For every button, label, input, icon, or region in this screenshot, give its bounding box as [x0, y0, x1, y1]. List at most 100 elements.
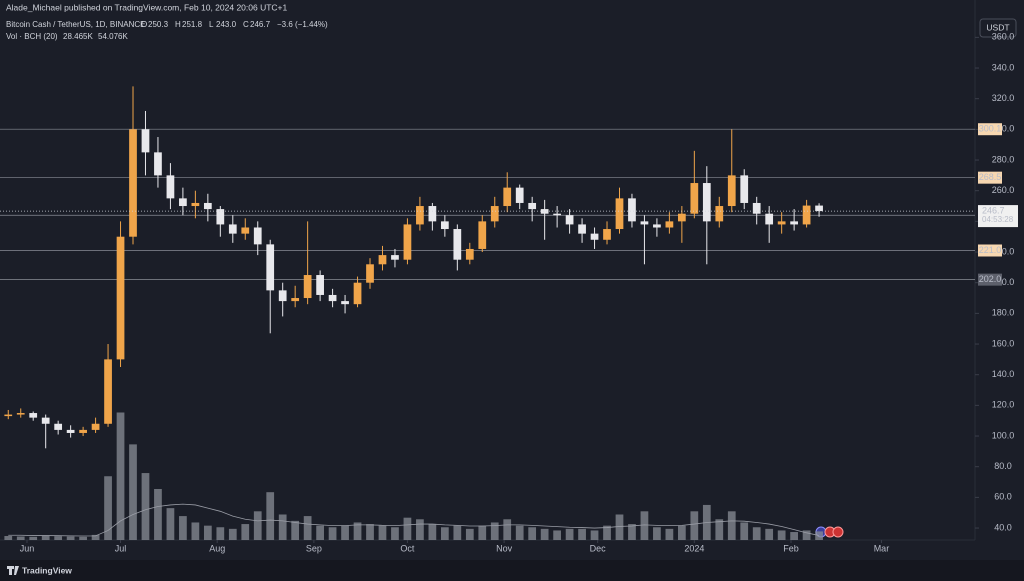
volume-bar — [503, 519, 512, 540]
volume-bar — [353, 522, 362, 540]
volume-bar — [116, 412, 125, 540]
volume-bar — [391, 527, 399, 540]
volume-bar — [4, 536, 13, 540]
candle-body — [416, 206, 424, 225]
y-tick-label: 260.0 — [992, 185, 1015, 195]
candle-body — [41, 417, 50, 424]
volume-bar — [179, 516, 187, 540]
volume-bar — [590, 530, 599, 540]
candle-body — [403, 224, 412, 260]
legend-text: −3.6 (−1.44%) — [277, 20, 328, 29]
candle-body — [715, 206, 724, 222]
volume-bar — [428, 524, 437, 540]
candle-body — [316, 275, 324, 295]
candle-body — [66, 429, 75, 433]
candle-body — [765, 213, 774, 225]
volume-bar — [341, 525, 349, 540]
candle-body — [154, 152, 162, 176]
countdown: 04:53:28 — [982, 215, 1014, 224]
y-tick-label: 300.0 — [992, 124, 1015, 134]
volume-bar — [278, 514, 287, 540]
candle-body — [179, 198, 187, 207]
legend-text: Vol · BCH (20) — [6, 32, 58, 41]
candle-body — [702, 183, 711, 222]
candle-body — [528, 202, 537, 210]
legend-text: L — [209, 20, 214, 29]
x-tick-label: 2024 — [684, 543, 704, 553]
volume-bar — [515, 525, 524, 540]
volume-bar — [266, 492, 275, 540]
y-tick-label: 80.0 — [994, 461, 1012, 471]
y-tick-label: 360.0 — [992, 32, 1015, 42]
candle-body — [116, 236, 125, 360]
volume-bar — [553, 530, 561, 540]
currency-button[interactable] — [979, 18, 1017, 38]
volume-bar — [578, 528, 586, 540]
candle-body — [690, 183, 699, 214]
candle-body — [790, 221, 798, 225]
y-tick-label: 220.0 — [992, 246, 1015, 256]
volume-bar — [66, 536, 75, 540]
x-tick-label: Jun — [20, 543, 35, 553]
volume-bar — [677, 525, 686, 540]
volume-bar — [41, 535, 50, 540]
candle-body — [478, 221, 487, 249]
volume-bar — [316, 525, 324, 540]
volume-ma-line — [8, 503, 820, 537]
volume-bar — [628, 524, 636, 540]
volume-bar — [216, 527, 225, 540]
candle-body — [615, 198, 624, 230]
candle-body — [740, 175, 749, 203]
y-tick-label: 140.0 — [992, 369, 1015, 379]
volume-bar — [615, 514, 624, 540]
candle-body — [241, 227, 250, 234]
volume-bar — [528, 527, 537, 540]
volume-bar — [690, 511, 699, 540]
legend-text: 28.465K — [63, 32, 93, 41]
y-tick-label: 180.0 — [992, 308, 1015, 318]
y-tick-label: 160.0 — [992, 338, 1015, 348]
volume-bar — [241, 524, 250, 540]
candle-body — [278, 290, 287, 302]
event-icon[interactable] — [832, 526, 844, 538]
candle-body — [253, 227, 262, 245]
volume-bar — [104, 476, 112, 540]
candle-body — [341, 301, 349, 305]
volume-bar — [777, 530, 786, 540]
volume-bar — [478, 525, 487, 540]
last-price-box — [978, 205, 1018, 228]
candle-body — [228, 224, 237, 234]
volume-bar — [665, 528, 674, 540]
legend-text: 54.076K — [98, 32, 128, 41]
candle-body — [391, 255, 399, 260]
y-tick-label: 40.0 — [994, 522, 1012, 532]
x-tick-label: Dec — [590, 543, 607, 553]
candle-body — [590, 233, 599, 240]
x-tick-label: Nov — [496, 543, 513, 553]
candle-body — [752, 202, 761, 214]
x-tick-label: Mar — [874, 543, 890, 553]
volume-bar — [403, 517, 412, 540]
brand: TradingView — [22, 565, 72, 575]
y-tick-label: 200.0 — [992, 277, 1015, 287]
candle-body — [366, 264, 374, 283]
level-box — [978, 123, 1002, 136]
candle-body — [653, 224, 661, 228]
candle-body — [640, 221, 649, 225]
volume-bar — [328, 527, 337, 540]
candle-body — [378, 255, 387, 265]
level-label: 268.5 — [979, 172, 1002, 182]
y-tick-label: 120.0 — [992, 400, 1015, 410]
currency[interactable]: USDT — [986, 22, 1009, 32]
y-tick-label: 320.0 — [992, 93, 1015, 103]
candle-body — [453, 229, 462, 260]
candle-body — [815, 205, 823, 212]
volume-bar — [565, 528, 574, 540]
candle-body — [166, 175, 175, 199]
volume-bar — [603, 525, 611, 540]
last-price-label: 246.7 — [982, 205, 1005, 215]
brand-logo — [7, 566, 19, 575]
volume-bar — [715, 519, 724, 540]
volume-bar — [16, 536, 25, 540]
candle-body — [440, 221, 449, 230]
